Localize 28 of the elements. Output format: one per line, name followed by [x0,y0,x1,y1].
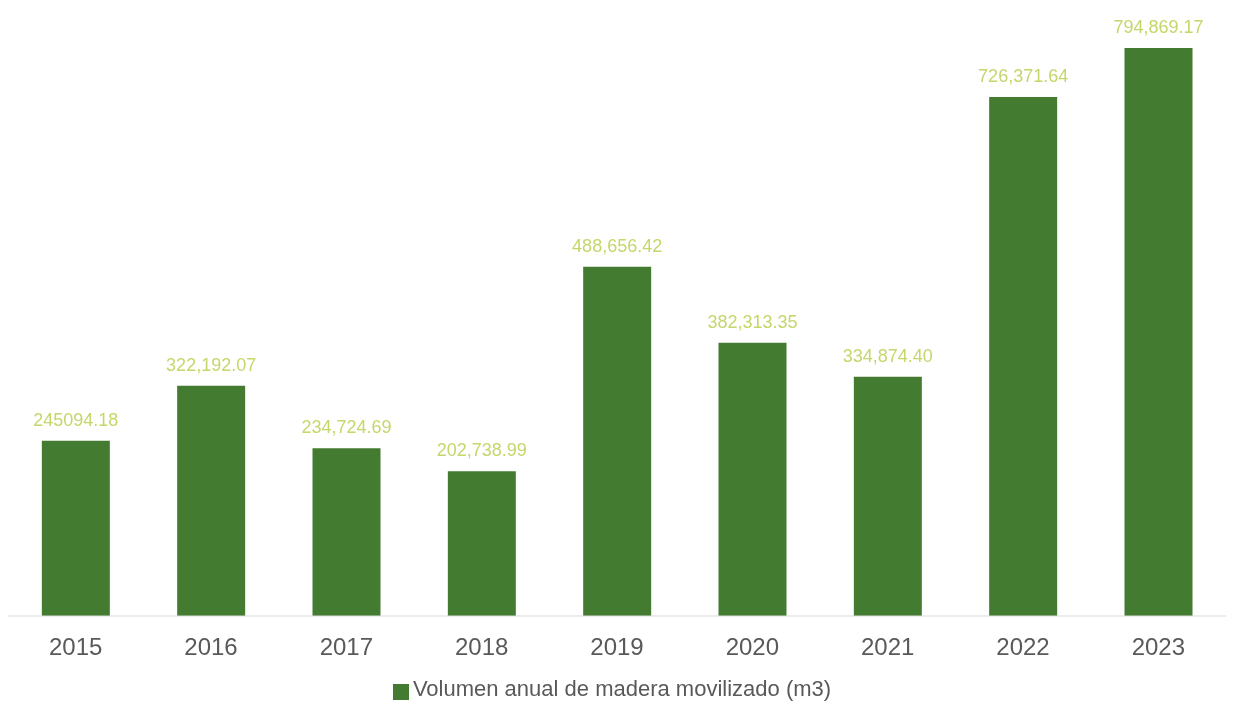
data-label: 245094.18 [33,409,119,430]
data-label: 794,869.17 [1113,17,1204,37]
x-tick-label: 2016 [184,633,238,661]
bar [718,342,787,616]
bar [312,448,381,616]
data-label: 202,738.99 [436,440,527,461]
bar [583,266,652,616]
bar [41,440,110,616]
x-tick-label: 2023 [1131,633,1186,661]
bar [447,471,516,616]
data-label: 234,724.69 [301,417,392,438]
data-label: 726,371.64 [978,65,1069,86]
data-label: 488,656.42 [572,235,663,256]
bar [1124,48,1193,616]
x-tick-label: 2020 [725,633,780,661]
data-label: 382,313.35 [707,311,798,332]
bar [853,376,922,616]
legend-label: Volumen anual de madera movilizado (m3) [412,676,832,701]
x-tick-label: 2015 [48,633,103,661]
x-tick-label: 2018 [454,633,509,661]
x-tick-label: 2022 [996,633,1050,661]
data-label: 322,192.07 [166,354,257,375]
bar [989,96,1058,616]
x-tick-label: 2017 [319,633,374,661]
x-tick-label: 2021 [860,633,915,661]
data-label: 334,874.40 [842,345,933,366]
bar [177,385,246,616]
x-tick-label: 2019 [590,633,644,661]
